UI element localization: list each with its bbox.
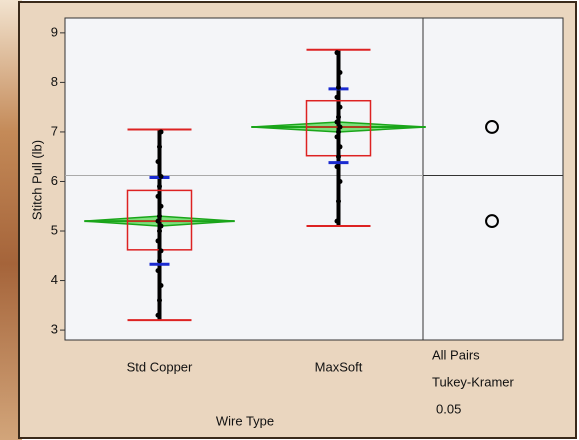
- x-tick-label: Std Copper: [127, 359, 193, 374]
- y-tick-label: 9: [51, 24, 58, 39]
- data-point: [336, 129, 341, 134]
- plot-area: [65, 18, 423, 340]
- data-point: [336, 85, 341, 90]
- data-point: [336, 199, 341, 204]
- comparison-area: [423, 18, 563, 340]
- data-point: [156, 159, 161, 164]
- data-point: [159, 129, 164, 134]
- data-point: [335, 120, 340, 125]
- chart: Stitch Pull (lb) Wire Type All Pairs Tuk…: [0, 0, 579, 440]
- y-tick-label: 6: [51, 173, 58, 188]
- y-tick-label: 5: [51, 222, 58, 237]
- data-point: [338, 179, 343, 184]
- data-point: [159, 283, 164, 288]
- data-point: [157, 258, 162, 263]
- alpha-label: 0.05: [436, 401, 461, 416]
- data-point: [335, 164, 340, 169]
- data-point: [156, 313, 161, 318]
- x-axis-label: Wire Type: [216, 413, 274, 428]
- y-axis-label: Stitch Pull (lb): [29, 140, 44, 220]
- y-tick-label: 8: [51, 74, 58, 89]
- data-point: [156, 268, 161, 273]
- data-point: [335, 95, 340, 100]
- data-point: [336, 115, 341, 120]
- data-point: [156, 219, 161, 224]
- data-point: [157, 229, 162, 234]
- data-point: [335, 50, 340, 55]
- data-point: [157, 144, 162, 149]
- data-point: [156, 194, 161, 199]
- data-point: [338, 124, 343, 129]
- data-point: [159, 174, 164, 179]
- y-tick-label: 4: [51, 272, 58, 287]
- data-point: [336, 154, 341, 159]
- y-tick-label: 3: [51, 322, 58, 337]
- page: Stitch Pull (lb) Wire Type All Pairs Tuk…: [0, 0, 579, 440]
- data-point: [157, 184, 162, 189]
- data-point: [338, 105, 343, 110]
- method-label: Tukey-Kramer: [432, 374, 515, 389]
- x-tick-label: MaxSoft: [315, 359, 363, 374]
- data-point: [338, 144, 343, 149]
- data-point: [157, 298, 162, 303]
- data-point: [335, 219, 340, 224]
- y-tick-label: 7: [51, 123, 58, 138]
- data-point: [159, 224, 164, 229]
- method-label: All Pairs: [432, 347, 480, 362]
- data-point: [156, 238, 161, 243]
- data-point: [157, 214, 162, 219]
- data-point: [159, 248, 164, 253]
- data-point: [159, 204, 164, 209]
- data-point: [338, 70, 343, 75]
- data-point: [335, 134, 340, 139]
